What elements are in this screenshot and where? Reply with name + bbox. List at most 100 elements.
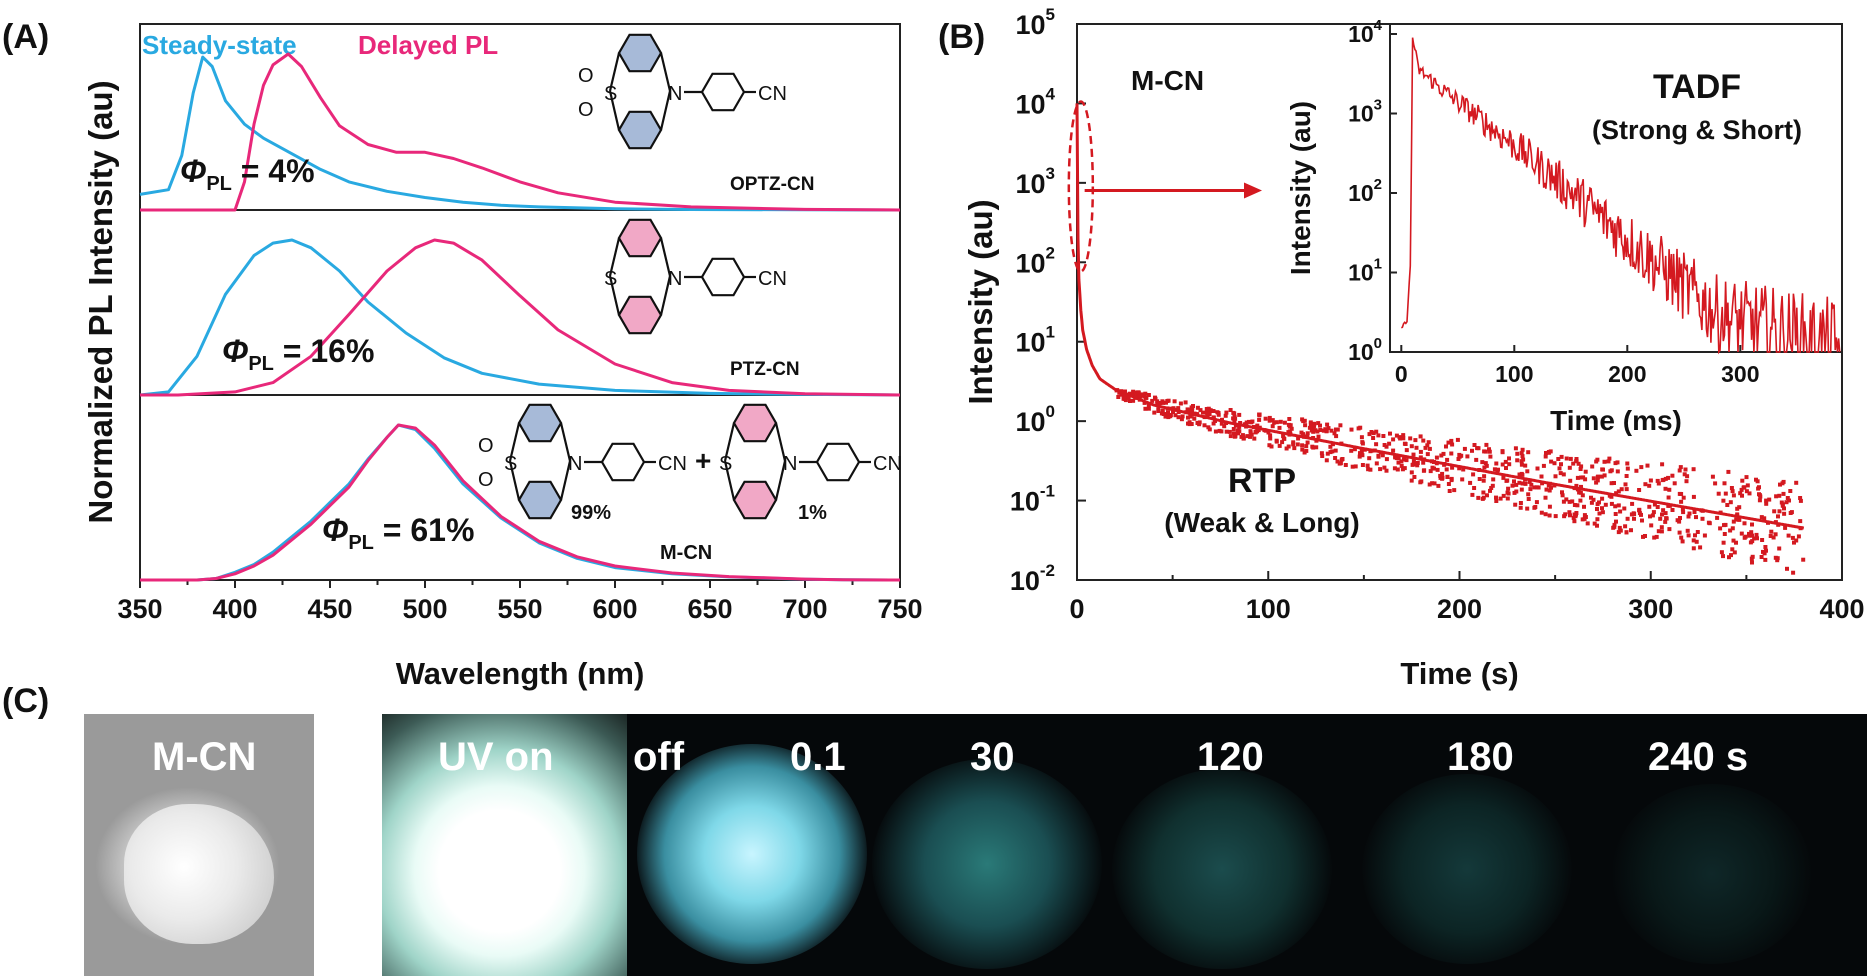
decay-point — [1441, 451, 1446, 456]
decay-point — [1546, 483, 1551, 488]
decay-point — [1123, 398, 1128, 403]
decay-point — [1750, 560, 1754, 565]
decay-point — [1608, 469, 1613, 474]
decay-point — [1785, 566, 1789, 571]
decay-point — [1609, 481, 1614, 486]
decay-point — [1523, 481, 1528, 486]
decay-points — [1114, 388, 1806, 575]
decay-point — [1661, 508, 1666, 513]
decay-point — [1249, 420, 1254, 425]
phenyl-ring — [700, 257, 746, 297]
decay-point — [1721, 540, 1726, 545]
decay-point — [1576, 461, 1581, 466]
decay-point — [1575, 503, 1580, 508]
decay-point — [1494, 495, 1498, 500]
decay-point — [1411, 452, 1416, 457]
decay-point — [1572, 512, 1577, 517]
decay-point — [1192, 416, 1197, 421]
decay-point — [1656, 481, 1661, 486]
panel-b-title: M-CN — [1131, 65, 1204, 96]
decay-point — [1188, 414, 1193, 419]
legend-delayed-pl: Delayed PL — [358, 30, 498, 60]
decay-point — [1303, 423, 1308, 428]
decay-point — [1440, 471, 1445, 476]
inset-y-axis-title: Intensity (au) — [1285, 101, 1316, 275]
bond — [659, 90, 672, 131]
decay-point — [1195, 405, 1200, 410]
decay-point — [1367, 432, 1372, 437]
decay-point — [1480, 496, 1485, 501]
decay-point — [1223, 413, 1228, 418]
decay-point — [1421, 468, 1426, 473]
decay-point — [1471, 472, 1476, 477]
glow-30s — [872, 759, 1102, 969]
decay-point — [1645, 463, 1650, 468]
decay-point — [1652, 535, 1657, 540]
decay-point — [1126, 395, 1131, 400]
decay-point — [1591, 476, 1596, 481]
decay-point — [1163, 414, 1168, 419]
decay-point — [1281, 436, 1286, 441]
decay-point — [1404, 448, 1409, 453]
decay-point — [1211, 415, 1216, 420]
decay-point — [1366, 467, 1371, 472]
decay-point — [1242, 422, 1247, 427]
decay-point — [1446, 440, 1451, 445]
legend-steady-state: Steady-state — [142, 30, 297, 60]
decay-point — [1519, 451, 1524, 456]
decay-point — [1253, 429, 1258, 434]
decay-point — [1519, 459, 1524, 464]
decay-point — [1602, 473, 1607, 478]
decay-point — [1735, 512, 1740, 517]
bond — [608, 237, 621, 277]
decay-point — [1413, 438, 1418, 443]
decay-point — [1553, 474, 1558, 479]
decay-point — [1798, 498, 1803, 503]
decay-point — [1600, 496, 1605, 501]
decay-point — [1396, 460, 1401, 465]
decay-point — [1300, 443, 1305, 448]
phenyl-ring — [600, 442, 646, 482]
bond — [774, 422, 787, 462]
decay-point — [1291, 442, 1296, 447]
decay-point — [1664, 516, 1669, 521]
decay-point — [1641, 534, 1645, 539]
atom-o: O — [478, 469, 494, 491]
y-tick-label: 103 — [1015, 164, 1055, 199]
decay-point — [1667, 487, 1672, 492]
decay-point — [1282, 420, 1287, 425]
decay-point — [1202, 423, 1207, 428]
decay-point — [1539, 510, 1544, 515]
bond — [659, 275, 672, 316]
decay-point — [1318, 428, 1323, 432]
decay-point — [1197, 420, 1202, 425]
decay-point — [1572, 519, 1577, 524]
decay-point — [1267, 418, 1272, 423]
decay-point — [1760, 538, 1765, 542]
bond — [508, 460, 521, 501]
decay-point — [1186, 415, 1190, 420]
decay-point — [1529, 482, 1534, 487]
decay-point — [1488, 488, 1492, 493]
phi-pl-label: ΦPL = 61% — [322, 512, 474, 554]
decay-point — [1500, 449, 1505, 454]
decay-point — [1257, 425, 1262, 430]
decay-point — [1116, 395, 1121, 399]
decay-point — [1488, 454, 1493, 459]
inset-y-tick-label: 104 — [1348, 17, 1383, 47]
decay-point — [1329, 428, 1334, 433]
decay-point — [1316, 434, 1321, 439]
decay-point — [1121, 389, 1126, 394]
decay-point — [1332, 431, 1337, 436]
photo-label-240s: 240 s — [1648, 735, 1749, 779]
decay-point — [1277, 443, 1282, 448]
decay-point — [1338, 461, 1343, 466]
decay-point — [1422, 457, 1427, 462]
spectrum-line-delayed-pl — [140, 238, 901, 397]
x-tick-label: 350 — [117, 594, 162, 624]
decay-point — [1411, 459, 1416, 464]
decay-point — [1281, 434, 1286, 438]
decay-point — [1780, 481, 1785, 486]
decay-point — [1532, 505, 1537, 510]
decay-point — [1176, 410, 1181, 414]
